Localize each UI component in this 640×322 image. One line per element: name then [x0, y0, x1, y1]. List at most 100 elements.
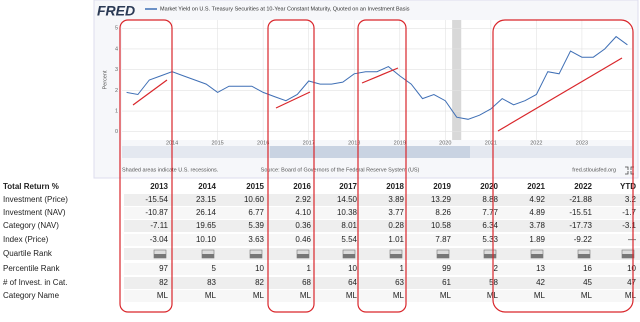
cell: 1	[400, 264, 405, 273]
quartile-icon-fill	[154, 254, 166, 258]
cell: 6.34	[482, 221, 498, 230]
x-tick-label: 2023	[576, 140, 588, 146]
cell: 1.01	[388, 235, 404, 244]
row-background	[124, 277, 640, 289]
cell: 63	[395, 278, 404, 287]
quartile-icon-fill	[531, 254, 543, 258]
table-title: Total Return %	[3, 182, 59, 191]
cell: 42	[536, 278, 545, 287]
cell: 7.87	[435, 235, 451, 244]
row-label: Quartile Rank	[3, 249, 53, 258]
highlight-box	[119, 19, 173, 313]
cell: ML	[205, 291, 217, 300]
x-tick-label: 2021	[485, 140, 497, 146]
row-label: Index (Price)	[3, 235, 49, 244]
trend-arrow	[497, 57, 623, 132]
column-header: 2013	[150, 182, 168, 191]
highlight-box	[357, 19, 407, 313]
cell: 10	[348, 264, 357, 273]
cell: 14.50	[337, 195, 358, 204]
row-label: Category (NAV)	[3, 221, 59, 230]
range-window	[270, 146, 470, 158]
table: Total Return % 2013 2014 2015 2016 2017 2018 20…	[3, 182, 640, 302]
row-background	[124, 194, 640, 206]
quartile-icon-fill	[437, 254, 449, 258]
row-label: Category Name	[3, 291, 60, 300]
cell: 97	[159, 264, 168, 273]
quartile-icon-fill	[343, 254, 355, 258]
column-header: 2014	[198, 182, 216, 191]
recession-note: Shaded areas indicate U.S. recessions.	[122, 167, 219, 173]
column-header: 2018	[386, 182, 404, 191]
annotations	[119, 19, 634, 313]
cell: 3.89	[388, 195, 404, 204]
highlight-box	[267, 19, 315, 313]
row-background	[124, 248, 640, 260]
cell: 99	[442, 264, 451, 273]
x-tick-label: 2018	[348, 140, 360, 146]
cell: 10.60	[244, 195, 265, 204]
quartile-icon-fill	[297, 254, 309, 258]
column-header: YTD	[620, 182, 636, 191]
cell: 5	[212, 264, 217, 273]
y-tick-label: 0	[115, 129, 118, 135]
cell: 58	[489, 278, 498, 287]
column-header: 2017	[339, 182, 357, 191]
cell: ML	[253, 291, 265, 300]
cell: -1.7	[622, 208, 636, 217]
logo: FRED	[97, 3, 135, 19]
cell: 13	[536, 264, 545, 273]
trend-arrow	[132, 79, 168, 106]
column-header: 2020	[480, 182, 498, 191]
cell: -3.1	[622, 221, 636, 230]
cell: -9.22	[574, 235, 593, 244]
cell: 0.36	[295, 221, 311, 230]
y-tick-label: 4	[115, 46, 118, 52]
cell: 7.77	[482, 208, 498, 217]
cell: 3.78	[529, 221, 545, 230]
cell: 64	[348, 278, 357, 287]
cell: 26.14	[196, 208, 217, 217]
source: Source: Board of Governors of the Federa…	[261, 167, 420, 173]
cell: ML	[625, 291, 637, 300]
cell: 2.92	[295, 195, 311, 204]
legend-label: Market Yield on U.S. Treasury Securities…	[160, 6, 410, 12]
cell: 8.88	[482, 195, 498, 204]
cell: 82	[159, 278, 168, 287]
cell: -10.87	[145, 208, 168, 217]
trend-arrow	[275, 91, 311, 109]
fullscreen-icon[interactable]	[625, 166, 634, 175]
plot-area	[122, 20, 632, 140]
highlight-box	[492, 19, 634, 313]
row-label: # of Invest. in Cat.	[3, 278, 67, 287]
column-header: 2015	[246, 182, 264, 191]
cell: 1	[307, 264, 312, 273]
cell: 2	[494, 264, 499, 273]
cell: ML	[440, 291, 452, 300]
cell: 19.65	[196, 221, 217, 230]
cell: 5.54	[341, 235, 357, 244]
cell: 82	[255, 278, 264, 287]
quartile-icon-fill	[578, 254, 590, 258]
site: fred.stlouisfed.org	[572, 167, 616, 173]
x-tick-label: 2020	[439, 140, 451, 146]
column-header: 2019	[433, 182, 451, 191]
cell: 10.38	[337, 208, 358, 217]
cell: -17.73	[569, 221, 592, 230]
cell: 8.26	[435, 208, 451, 217]
row-background	[124, 234, 640, 246]
recession-band	[452, 20, 462, 140]
cell: 1.89	[529, 235, 545, 244]
y-axis-label: Percent	[102, 70, 108, 89]
cell: 4.10	[295, 208, 311, 217]
quartile-icon-fill	[622, 254, 634, 258]
quartile-icon-fill	[202, 254, 214, 258]
cell: 10.10	[196, 235, 217, 244]
row-label: Percentile Rank	[3, 264, 60, 273]
cell: 6.77	[248, 208, 264, 217]
x-tick-label: 2016	[257, 140, 269, 146]
cell: ML	[534, 291, 546, 300]
cell: 47	[627, 278, 636, 287]
quartile-icon-fill	[250, 254, 262, 258]
